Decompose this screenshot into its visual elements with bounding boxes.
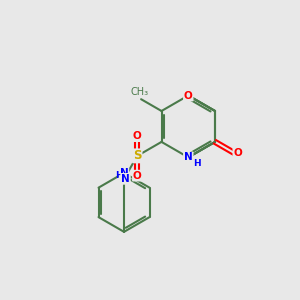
Text: O: O — [184, 91, 193, 100]
Text: N: N — [120, 168, 128, 178]
Text: CH₃: CH₃ — [130, 87, 149, 97]
Text: N: N — [184, 152, 193, 162]
Text: O: O — [133, 131, 142, 141]
Text: H: H — [193, 159, 200, 168]
Text: O: O — [133, 171, 142, 181]
Text: H: H — [115, 171, 122, 180]
Text: O: O — [233, 148, 242, 158]
Text: N: N — [121, 174, 130, 184]
Text: S: S — [133, 149, 142, 162]
